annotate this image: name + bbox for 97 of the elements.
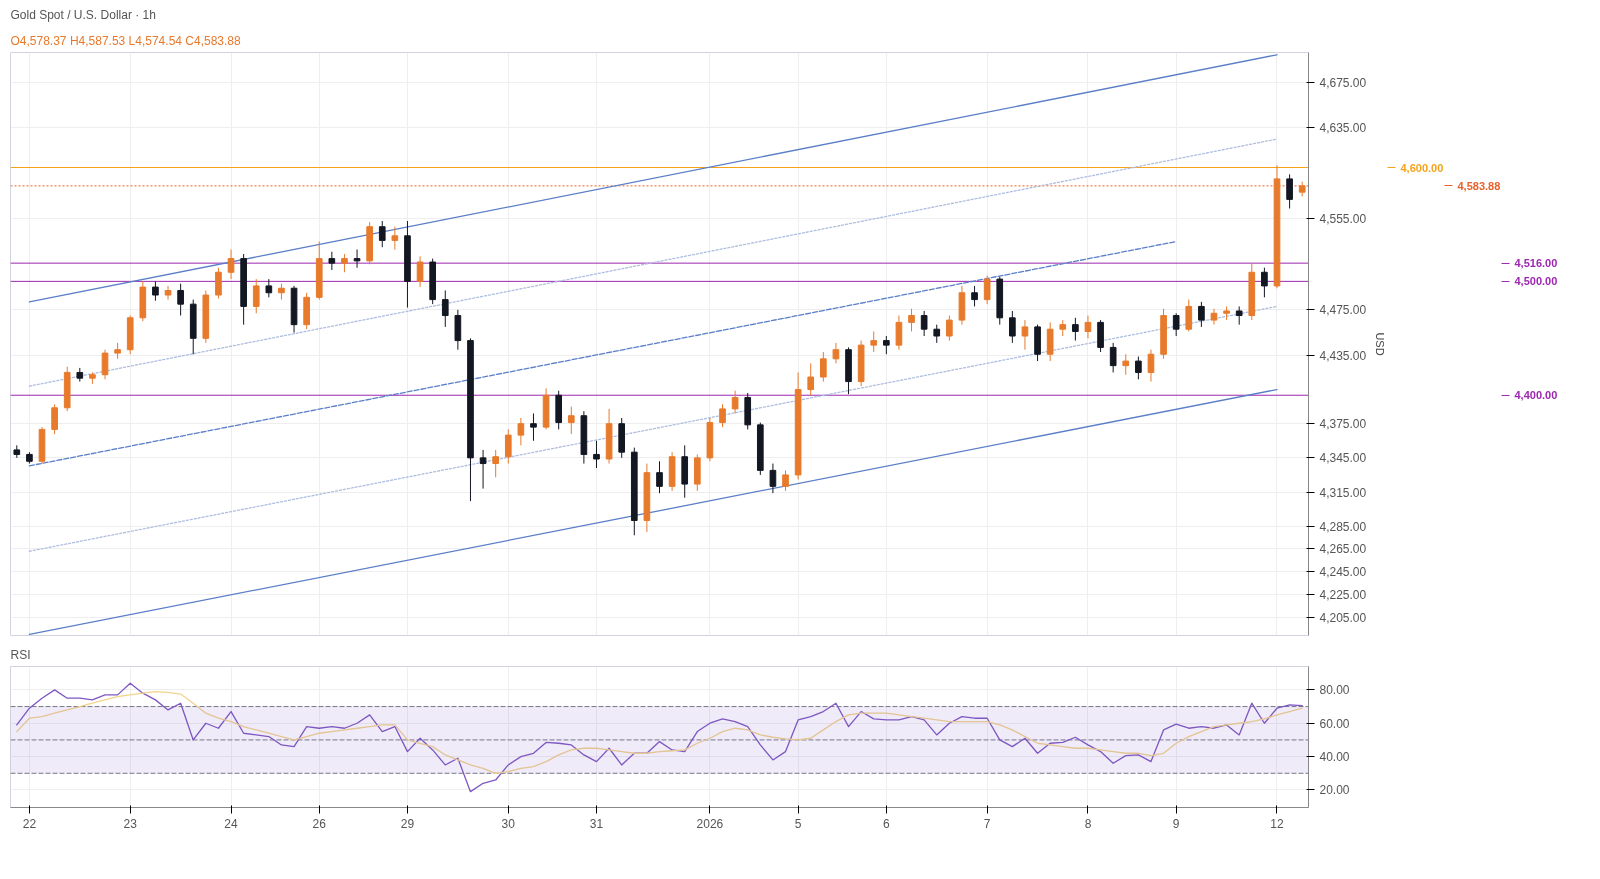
candlestick	[492, 449, 500, 478]
x-tick-label: 8	[1084, 816, 1092, 831]
candlestick	[1235, 305, 1243, 326]
x-tick-label: 31	[589, 816, 604, 831]
x-tick-label: 7	[983, 816, 991, 831]
candlestick	[1172, 312, 1180, 337]
candlestick	[1198, 301, 1205, 328]
candlestick	[807, 362, 815, 396]
x-tick-label: 29	[400, 816, 415, 831]
candlestick	[328, 251, 336, 271]
line-series	[16, 682, 1303, 793]
candlestick	[215, 267, 222, 299]
y-tick-label: 4,435.00	[1319, 348, 1367, 363]
candlestick	[1021, 319, 1029, 351]
x-tick-label: 6	[883, 816, 890, 831]
y-tick-label: 80.00	[1319, 683, 1350, 698]
candlestick	[731, 390, 739, 414]
candlestick	[51, 403, 58, 435]
candlestick	[883, 335, 890, 355]
candlestick	[870, 330, 878, 353]
candlestick	[152, 280, 159, 302]
candlestick	[252, 278, 260, 314]
candlestick	[719, 403, 726, 428]
ref-line-label: 4,516.00	[1514, 257, 1558, 270]
candlestick	[1147, 349, 1155, 383]
candlestick	[353, 248, 361, 269]
candlestick	[504, 428, 512, 465]
ref-line-label: 4,400.00	[1514, 389, 1558, 402]
x-tick-label: 2026	[696, 816, 724, 831]
x-tick-label: 24	[224, 816, 239, 831]
x-tick-label: 30	[501, 816, 516, 831]
line-series	[16, 690, 1303, 774]
candlestick	[1109, 342, 1117, 373]
candlestick	[416, 255, 424, 288]
y-tick-label: 4,205.00	[1319, 610, 1367, 625]
candlestick	[1084, 315, 1092, 339]
ref-line-label: 4,583.88	[1457, 179, 1501, 192]
candlestick	[164, 285, 172, 301]
ref-line-label: 4,500.00	[1514, 275, 1558, 288]
chart-title: RSI	[10, 647, 31, 662]
candlestick	[441, 289, 449, 328]
y-tick-label: 4,635.00	[1319, 121, 1367, 136]
y-tick-label: 4,375.00	[1319, 417, 1367, 432]
candlestick	[1135, 356, 1142, 380]
y-tick-label: 20.00	[1319, 783, 1350, 798]
candlestick	[769, 463, 777, 494]
y-tick-label: 60.00	[1319, 716, 1350, 731]
candlestick	[177, 283, 184, 317]
candlestick	[341, 253, 348, 273]
candlestick	[819, 351, 827, 383]
candlestick	[1072, 317, 1079, 342]
y-tick-label: 4,315.00	[1319, 485, 1367, 500]
y-tick-label: 4,675.00	[1319, 75, 1367, 90]
y-tick-label: 4,265.00	[1319, 542, 1367, 557]
x-tick-label: 5	[794, 816, 802, 831]
y-tick-label: 4,345.00	[1319, 451, 1367, 466]
y-tick-label: 4,475.00	[1319, 303, 1367, 318]
candlestick	[530, 412, 537, 442]
candlestick	[983, 275, 991, 305]
candlestick	[1185, 299, 1193, 332]
ref-line-label: 4,600.00	[1400, 161, 1444, 174]
candlestick	[946, 315, 953, 342]
y-tick-label: 4,555.00	[1319, 212, 1367, 227]
candlestick	[517, 417, 525, 446]
candlestick	[593, 440, 600, 469]
candlestick	[920, 310, 928, 337]
candlestick	[1261, 267, 1268, 298]
y-tick-label: 40.00	[1319, 750, 1350, 765]
candlestick	[933, 324, 941, 344]
x-tick-label: 26	[312, 816, 327, 831]
candlestick	[971, 285, 978, 307]
x-tick-label: 12	[1270, 816, 1284, 831]
y-axis-title: USD	[1374, 332, 1387, 356]
candlestick	[378, 220, 386, 248]
candlestick	[1122, 353, 1130, 376]
candlestick	[1210, 308, 1218, 326]
candlestick	[227, 248, 235, 280]
candlestick	[567, 406, 575, 435]
candlestick	[656, 460, 663, 494]
candlestick	[391, 226, 399, 250]
candlestick	[782, 469, 789, 492]
candlestick	[832, 342, 840, 364]
candlestick	[265, 278, 273, 298]
x-tick-label: 9	[1172, 816, 1180, 831]
y-tick-label: 4,225.00	[1319, 588, 1367, 603]
chart-title: Gold Spot / U.S. Dollar · 1h	[10, 7, 156, 22]
x-tick-label: 22	[22, 816, 37, 831]
candlestick	[101, 349, 109, 380]
candlestick	[908, 308, 915, 332]
candlestick	[1009, 310, 1016, 344]
y-tick-label: 4,245.00	[1319, 565, 1367, 580]
candlestick	[1286, 173, 1293, 209]
candlestick	[895, 315, 903, 351]
chart-subtitle: O4,578.37 H4,587.53 L4,574.54 C4,583.88	[10, 33, 242, 48]
x-tick-label: 23	[123, 816, 138, 831]
y-tick-label: 4,285.00	[1319, 519, 1367, 534]
candlestick	[479, 449, 487, 490]
